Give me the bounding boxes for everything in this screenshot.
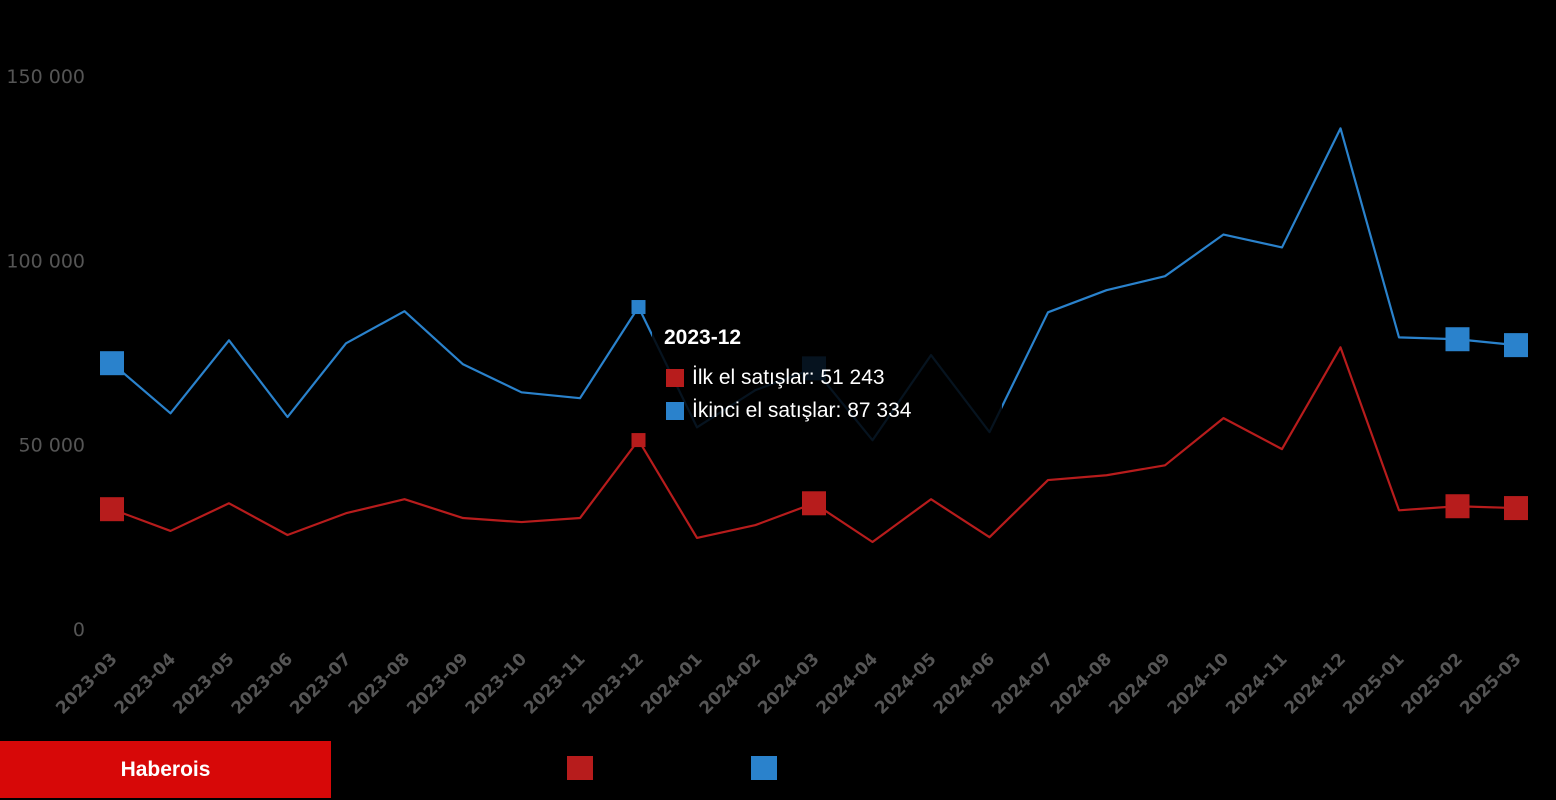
x-tick-label: 2024-05 [871,649,940,718]
tooltip-row-first-hand: İlk el satışlar: 51 243 [666,366,885,390]
x-tick-label: 2023-03 [52,649,121,718]
legend-item-first-hand[interactable] [567,756,593,780]
data-point-marker [100,497,124,522]
x-tick-label: 2023-07 [286,649,355,718]
x-tick-label: 2023-10 [462,649,531,718]
x-tick-label: 2024-01 [637,649,706,718]
x-tick-label: 2024-08 [1047,649,1116,718]
tooltip-value: İlk el satışlar: 51 243 [692,366,885,389]
y-tick-label: 50 000 [19,435,85,457]
tooltip: 2023-12 İlk el satışlar: 51 243 İkinci e… [652,318,1002,452]
x-tick-label: 2023-08 [345,649,414,718]
tooltip-value: İkinci el satışlar: 87 334 [692,399,912,422]
tooltip-swatch [666,369,684,387]
x-tick-label: 2023-09 [403,649,472,718]
data-point-marker [1504,496,1528,521]
hover-point-marker [631,433,646,448]
y-tick-label: 150 000 [6,66,85,88]
y-tick-label: 100 000 [6,250,85,272]
x-tick-label: 2023-06 [228,649,297,718]
brand-logo: Haberois [0,741,331,798]
x-tick-label: 2023-05 [169,649,238,718]
data-point-marker [100,351,124,376]
x-tick-label: 2023-04 [111,649,180,718]
data-point-marker [1445,327,1470,352]
x-tick-label: 2023-12 [579,649,648,718]
x-tick-label: 2024-03 [754,649,823,718]
y-tick-label: 0 [73,619,85,641]
tooltip-title: 2023-12 [664,326,742,349]
x-tick-label: 2024-04 [813,649,882,718]
data-point-marker [1445,494,1470,519]
tooltip-swatch [666,402,684,420]
x-tick-label: 2024-09 [1105,649,1174,718]
data-point-marker [1504,333,1528,358]
x-tick-label: 2023-11 [520,649,589,718]
x-tick-label: 2024-02 [696,649,765,718]
tooltip-row-second-hand: İkinci el satışlar: 87 334 [666,399,911,423]
data-point-marker [802,491,826,516]
x-tick-label: 2025-01 [1339,649,1408,718]
legend-item-second-hand[interactable] [751,756,777,780]
hover-point-marker [631,300,646,315]
x-tick-label: 2024-10 [1164,649,1233,718]
x-tick-label: 2024-06 [930,649,999,718]
x-tick-label: 2024-07 [988,649,1057,718]
x-tick-label: 2025-03 [1456,649,1525,718]
x-tick-label: 2025-02 [1398,649,1467,718]
x-tick-label: 2024-12 [1281,649,1350,718]
x-tick-label: 2024-11 [1222,649,1291,718]
